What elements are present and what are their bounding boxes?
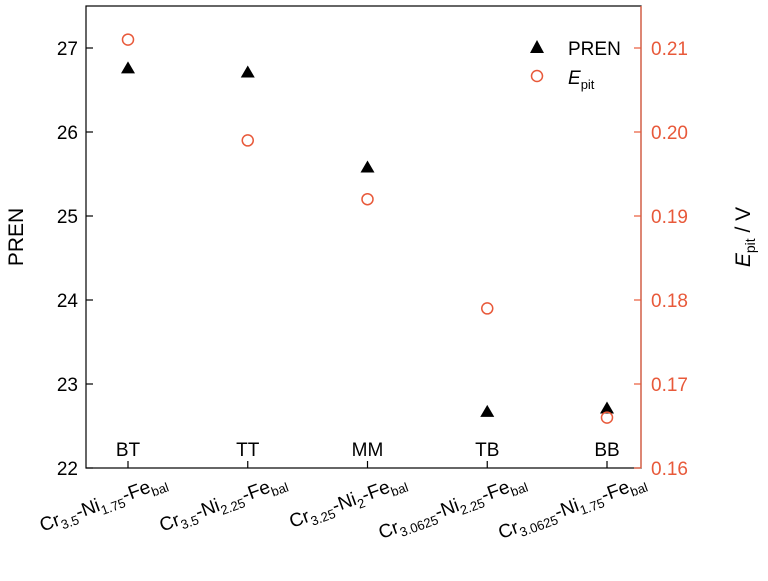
legend-label-epit-sub: pit xyxy=(581,77,595,92)
epit-point xyxy=(241,134,254,147)
y-axis-label-right-unit: / V xyxy=(732,207,755,239)
category-label: TT xyxy=(236,440,260,461)
y-axis-label-right-sub: pit xyxy=(742,238,758,253)
epit-point xyxy=(121,33,135,46)
left-tick-label: 23 xyxy=(57,375,78,396)
right-axis-ticks: 0.16 0.17 0.18 0.19 0.20 0.21 xyxy=(634,39,688,480)
pren-point xyxy=(600,401,614,414)
x-tick-label: Cr3.5-Ni1.75-Febal xyxy=(37,471,171,539)
epit-point xyxy=(361,192,374,206)
pren-point xyxy=(480,404,495,417)
category-label: BT xyxy=(116,440,141,461)
right-tick-label: 0.18 xyxy=(651,291,688,312)
legend-marker-epit xyxy=(530,69,544,83)
y-axis-label-right: Epit / V xyxy=(732,207,758,267)
right-tick-label: 0.16 xyxy=(651,459,688,480)
left-tick-label: 22 xyxy=(57,459,78,480)
category-label: MM xyxy=(352,440,384,461)
epit-point xyxy=(600,411,614,424)
legend-label-pren: PREN xyxy=(568,39,621,60)
right-tick-label: 0.19 xyxy=(651,207,688,228)
left-axis-ticks: 22 23 24 25 26 27 xyxy=(57,39,608,480)
right-tick-label: 0.21 xyxy=(651,39,688,60)
x-tick-label: Cr3.5-Ni2.25-Febal xyxy=(157,471,291,539)
epit-point xyxy=(481,302,494,315)
y-axis-label-left: PREN xyxy=(5,208,28,266)
x-tick-labels: Cr3.5-Ni1.75-FebalCr3.5-Ni2.25-FebalCr3.… xyxy=(37,471,650,544)
legend-label-epit: Epit xyxy=(568,68,595,92)
legend-marker-pren xyxy=(530,40,544,53)
pren-point xyxy=(240,65,255,78)
right-tick-label: 0.20 xyxy=(651,123,688,144)
legend-label-epit-main: E xyxy=(568,68,581,89)
left-tick-label: 26 xyxy=(57,123,78,144)
category-labels: BT TT MM TB BB xyxy=(116,440,620,461)
left-tick-label: 27 xyxy=(57,39,78,60)
series-layer xyxy=(121,33,614,424)
legend: PREN Epit xyxy=(530,39,621,92)
pren-point xyxy=(360,160,375,173)
y-axis-label-right-main: E xyxy=(732,252,755,267)
left-tick-label: 24 xyxy=(57,291,79,312)
left-tick-label: 25 xyxy=(57,207,78,228)
category-label: TB xyxy=(475,440,499,461)
right-tick-label: 0.17 xyxy=(651,375,688,396)
pren-point xyxy=(121,61,135,74)
category-label: BB xyxy=(594,440,619,461)
plot-area xyxy=(85,5,642,469)
